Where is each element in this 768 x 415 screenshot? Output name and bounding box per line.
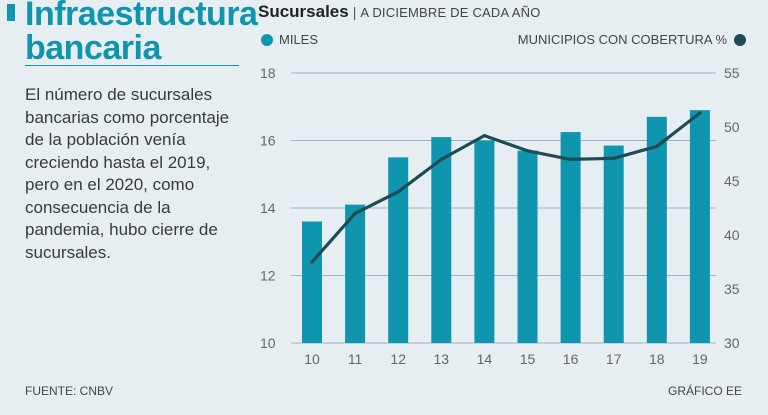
chart-title-main: Sucursales [258,2,349,21]
x-tick-label: 17 [606,351,622,367]
chart-subtitle: A DICIEMBRE DE CADA AÑO [360,5,541,20]
bar [560,132,581,343]
page-title: Infraestructura bancaria [25,0,258,67]
x-tick-label: 12 [390,351,406,367]
bar-legend-dot-icon [261,33,273,46]
line-point [482,134,486,138]
y-left-tick-label: 14 [260,200,276,216]
y-left-tick-label: 18 [260,65,276,81]
x-tick-label: 16 [563,351,579,367]
line-point [310,260,314,264]
y-left-tick-label: 10 [260,335,276,351]
x-tick-label: 13 [434,351,450,367]
title-separator: | [352,4,357,20]
title-line-1: Infraestructura [25,0,258,33]
x-tick-label: 10 [304,351,320,367]
y-right-tick-label: 35 [724,281,740,297]
line-point [655,144,659,149]
description-text: El número de sucursales bancarias como p… [25,85,230,262]
headline-accent-bar [7,4,15,21]
x-tick-label: 19 [692,351,708,367]
y-left-tick-label: 12 [260,268,276,284]
bar [302,221,322,343]
y-right-tick-label: 50 [724,119,740,135]
line-point [525,149,530,153]
line-point [612,156,616,160]
bar [345,204,366,343]
legend-line: MUNICIPIOS CON COBERTURA % [518,32,746,47]
legend-line-label: MUNICIPIOS CON COBERTURA % [517,32,727,47]
title-divider [25,65,239,66]
x-tick-label: 15 [520,351,536,367]
bar [517,150,538,343]
line-point [353,211,357,215]
graphic-credit: GRÁFICO EE [667,384,742,398]
x-tick-label: 18 [649,351,665,367]
y-left-tick-label: 16 [260,133,276,149]
x-tick-label: 14 [477,351,493,367]
line-point [439,157,443,161]
bar [388,157,409,343]
bar [474,140,495,343]
legend-bars: MILES [261,32,318,47]
x-tick-label: 11 [348,351,363,367]
y-right-tick-label: 30 [724,335,740,351]
title-line-2: bancaria [25,29,161,67]
bar [646,116,667,343]
bar [431,137,452,343]
bar [689,110,710,343]
y-right-tick-label: 55 [724,65,740,81]
chart-title: Sucursales | A DICIEMBRE DE CADA AÑO [258,2,541,22]
coverage-line [310,111,702,264]
source-note: FUENTE: CNBV [25,384,114,398]
y-right-tick-label: 45 [724,173,740,189]
line-point [698,111,702,115]
line-point [569,157,573,161]
line-legend-dot-icon [734,33,746,46]
y-right-tick-label: 40 [724,227,740,243]
bar [603,145,624,343]
legend-bars-label: MILES [279,32,319,47]
line-point [396,190,400,194]
